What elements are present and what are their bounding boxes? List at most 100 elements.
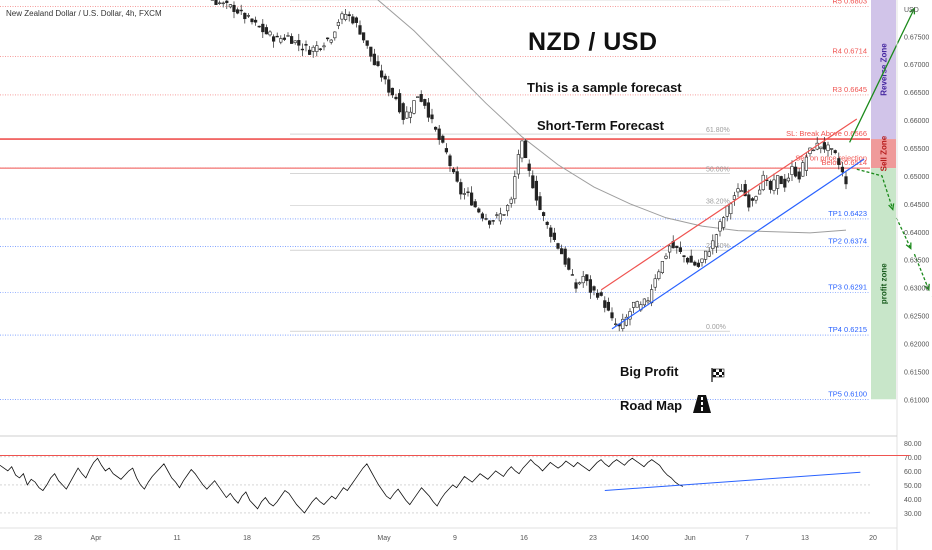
candle-body	[390, 87, 395, 96]
candle-body	[567, 258, 571, 270]
candle-body	[509, 198, 513, 204]
candle-body	[275, 35, 279, 38]
candle-body	[660, 261, 664, 273]
profit-zone-label: profit zone	[880, 263, 889, 304]
level-label: R4 0.6714	[832, 46, 867, 55]
price-tick: 0.66500	[904, 90, 929, 97]
candle-body	[419, 94, 423, 102]
candle-body	[711, 240, 715, 249]
zone-bars: Reverse Zone Sell Zone profit zone	[871, 0, 896, 400]
candle-body	[837, 158, 841, 165]
channel-resistance	[600, 118, 858, 291]
candle-body	[268, 31, 272, 36]
price-axis: USD 0.67500 0.67000 0.66500 0.66000 0.65500 0.…	[896, 0, 929, 550]
price-tick: 0.66000	[904, 118, 929, 125]
candle-body	[487, 220, 492, 225]
sell-zone-label: Sell Zone	[880, 135, 889, 171]
symbol-label: New Zealand Dollar / U.S. Dollar, 4h, FX…	[6, 9, 162, 18]
candle-body	[415, 96, 420, 98]
candle-body	[729, 203, 733, 215]
candle-body	[462, 193, 467, 195]
candle-body	[451, 168, 456, 173]
candle-body	[588, 279, 592, 293]
candle-body	[775, 175, 780, 189]
osc-support	[604, 471, 861, 492]
candle-body	[498, 213, 503, 222]
candle-body	[642, 298, 646, 306]
candle-body	[372, 53, 377, 66]
currency-label: USD	[904, 7, 919, 14]
reverse-zone	[871, 0, 896, 140]
candle-body	[624, 316, 628, 326]
candle-body	[545, 221, 549, 225]
candle-body	[423, 99, 427, 106]
candle-body	[783, 178, 787, 188]
subtitle: This is a sample forecast	[527, 80, 682, 95]
candle-body	[721, 217, 726, 228]
profit-zone	[871, 168, 896, 400]
level-label: TP3 0.6291	[828, 283, 867, 292]
candle-body	[768, 180, 772, 190]
candle-body	[819, 146, 823, 149]
candle-body	[505, 205, 510, 212]
candle-body	[541, 212, 546, 217]
candle-body	[678, 247, 682, 252]
trend-lines	[600, 118, 865, 330]
level-label: SL: Break Above 0.6566	[786, 129, 867, 138]
price-tick: 0.64500	[904, 202, 929, 209]
candle-body	[333, 31, 337, 39]
candle-body	[455, 171, 459, 182]
candle-body	[397, 93, 402, 113]
candle-body	[700, 258, 704, 263]
candle-body	[214, 0, 218, 5]
candle-body	[307, 49, 312, 55]
candle-body	[772, 179, 776, 191]
osc-tick: 30.00	[904, 511, 922, 518]
candle-body	[667, 245, 672, 253]
candle-body	[703, 250, 708, 260]
candle-body	[340, 13, 344, 20]
candle-body	[840, 166, 844, 173]
candle-body	[725, 205, 729, 217]
time-tick: Apr	[91, 535, 103, 542]
candle-body	[826, 144, 830, 151]
level-label: Below 0.6514	[822, 158, 867, 167]
reverse-zone-label: Reverse Zone	[880, 43, 889, 96]
candle-body	[599, 292, 603, 296]
fib-label: 61.80%	[706, 127, 730, 134]
candle-body	[286, 35, 290, 37]
candle-body	[736, 188, 740, 193]
candle-body	[804, 156, 808, 171]
candle-body	[685, 257, 690, 263]
candle-body	[829, 148, 834, 150]
candle-body	[297, 40, 301, 46]
candle-body	[261, 23, 265, 33]
osc-tick: 70.00	[904, 455, 922, 462]
candle-body	[754, 196, 758, 201]
candle-body	[426, 102, 431, 118]
candle-body	[315, 45, 319, 52]
candle-body	[549, 227, 553, 237]
candle-body	[675, 245, 679, 249]
candle-body	[556, 243, 560, 249]
candle-body	[793, 166, 798, 177]
candle-body	[495, 214, 499, 216]
candle-body	[739, 190, 744, 193]
candle-body	[714, 234, 718, 248]
candle-body	[718, 221, 722, 232]
checkered-flag-icon	[711, 368, 725, 382]
candle-body	[657, 271, 661, 279]
candle-body	[459, 182, 463, 195]
candle-body	[250, 18, 254, 23]
candle-body	[232, 4, 236, 12]
level-label: R3 0.6645	[832, 85, 867, 94]
candle-body	[329, 39, 333, 43]
candle-body	[797, 171, 801, 180]
arrow-head	[909, 7, 916, 15]
price-tick: 0.67500	[904, 34, 929, 41]
candle-body	[430, 114, 434, 120]
candle-body	[311, 46, 315, 52]
candle-body	[264, 27, 269, 35]
price-tick: 0.67000	[904, 62, 929, 69]
candle-body	[779, 176, 783, 185]
